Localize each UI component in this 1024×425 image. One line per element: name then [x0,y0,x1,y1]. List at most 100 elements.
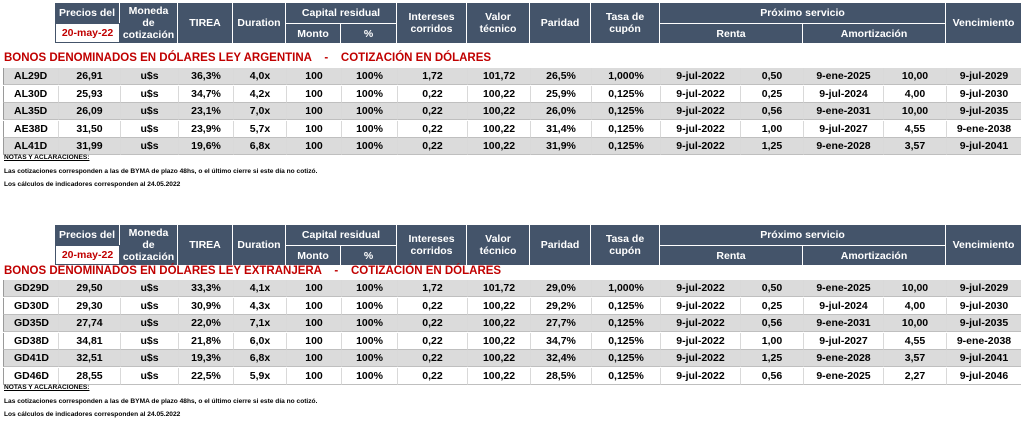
cell-duration: 5,7x [233,120,286,138]
cell-renta-monto: 1,25 [740,138,803,155]
table-row: AL29D 26,91 u$s 36,3% 4,0x 100 100% 1,72 101,72 2… [0,68,1021,85]
cell-precio: 26,09 [58,103,120,120]
note-calculos: Los cálculos de indicadores corresponden… [4,411,181,418]
cell-moneda: u$s [120,332,178,350]
cell-amort-fecha: 9-ene-2028 [803,138,883,155]
cell-monto: 100 [286,85,341,103]
cell-capital-pct: 100% [341,85,397,103]
cell-capital-pct: 100% [341,367,397,385]
header-pct: % [341,245,397,265]
header-intereses: Intereses corridos [397,3,467,43]
header-moneda: Moneda de cotización [120,3,178,43]
header-renta: Renta [660,23,803,43]
cell-renta-fecha: 9-jul-2022 [660,280,740,297]
cell-paridad: 29,0% [530,280,591,297]
cell-capital-pct: 100% [341,103,397,120]
cell-precio: 31,50 [58,120,120,138]
cell-valor-tecnico: 100,22 [467,138,530,155]
cell-tasa-cupon: 1,000% [591,68,660,85]
cell-capital-pct: 100% [341,120,397,138]
cell-vencimiento: 9-jul-2041 [946,350,1021,367]
cell-vencimiento: 9-jul-2029 [946,68,1021,85]
cell-precio: 28,55 [58,367,120,385]
cell-renta-monto: 0,56 [740,315,803,332]
cell-code: AL41D [3,138,58,155]
cell-amort-monto: 2,27 [883,367,946,385]
cell-valor-tecnico: 101,72 [467,280,530,297]
header-valor-tecnico: Valor técnico [467,3,530,43]
cell-monto: 100 [286,332,341,350]
cell-tasa-cupon: 0,125% [591,332,660,350]
cell-vencimiento: 9-jul-2029 [946,280,1021,297]
header-tasa-cupon: Tasa de cupón [591,3,660,43]
cell-intereses: 0,22 [397,120,467,138]
cell-renta-fecha: 9-jul-2022 [660,68,740,85]
cell-precio: 29,30 [58,297,120,315]
header-tirea: TIREA [178,225,233,265]
cell-paridad: 34,7% [530,332,591,350]
table-row: AL30D 25,93 u$s 34,7% 4,2x 100 100% 0,22 100,22 2… [0,85,1021,103]
cell-duration: 6,8x [233,138,286,155]
cell-amort-fecha: 9-jul-2027 [803,120,883,138]
cell-capital-pct: 100% [341,350,397,367]
cell-monto: 100 [286,280,341,297]
cell-tasa-cupon: 0,125% [591,297,660,315]
header-tirea: TIREA [178,3,233,43]
cell-moneda: u$s [120,138,178,155]
cell-renta-fecha: 9-jul-2022 [660,85,740,103]
cell-duration: 7,1x [233,315,286,332]
header-valor-tecnico: Valor técnico [467,225,530,265]
cell-monto: 100 [286,68,341,85]
cell-renta-monto: 0,25 [740,297,803,315]
header-amortizacion: Amortización [803,245,946,265]
header-precios-del: Precios del [55,3,120,23]
cell-amort-monto: 10,00 [883,68,946,85]
table-row: GD30D 29,30 u$s 30,9% 4,3x 100 100% 0,22 100,22 2… [0,297,1021,315]
table-row: AL41D 31,99 u$s 19,6% 6,8x 100 100% 0,22 100,22 3… [0,138,1021,155]
note-calculos: Los cálculos de indicadores corresponden… [4,181,181,188]
cell-moneda: u$s [120,120,178,138]
header-amortizacion: Amortización [803,23,946,43]
cell-vencimiento: 9-jul-2035 [946,315,1021,332]
cell-valor-tecnico: 100,22 [467,103,530,120]
header-duration: Duration [233,225,286,265]
cell-tirea: 33,3% [178,280,233,297]
cell-amort-monto: 10,00 [883,103,946,120]
cell-monto: 100 [286,315,341,332]
header-monto: Monto [286,23,341,43]
cell-duration: 4,3x [233,297,286,315]
cell-paridad: 26,0% [530,103,591,120]
header-precios-del: Precios del [55,225,120,245]
notes-block: NOTAS Y ACLARACIONES: Las cotizaciones c… [4,381,317,422]
notes-block: NOTAS Y ACLARACIONES: Las cotizaciones c… [4,151,317,192]
table-row: GD35D 27,74 u$s 22,0% 7,1x 100 100% 0,22 100,22 2… [0,315,1021,332]
cell-code: GD41D [3,350,58,367]
cell-monto: 100 [286,350,341,367]
cell-paridad: 28,5% [530,367,591,385]
cell-moneda: u$s [120,68,178,85]
cell-renta-fecha: 9-jul-2022 [660,138,740,155]
cell-intereses: 0,22 [397,138,467,155]
header-proximo-servicio: Próximo servicio [660,3,946,23]
cell-code: GD46D [3,367,58,385]
cell-duration: 7,0x [233,103,286,120]
cell-tirea: 22,5% [178,367,233,385]
cell-duration: 5,9x [233,367,286,385]
header-capital-residual: Capital residual [286,3,397,23]
table-header: Precios del 20-may-22 Moneda de cotizaci… [55,225,1021,265]
cell-amort-fecha: 9-ene-2025 [803,367,883,385]
table-row: GD41D 32,51 u$s 19,3% 6,8x 100 100% 0,22 100,22 3… [0,350,1021,367]
header-date: 20-may-22 [55,23,120,43]
cell-intereses: 0,22 [397,315,467,332]
cell-valor-tecnico: 101,72 [467,68,530,85]
cell-monto: 100 [286,367,341,385]
cell-renta-monto: 0,25 [740,85,803,103]
header-monto: Monto [286,245,341,265]
cell-code: AL30D [3,85,58,103]
cell-tasa-cupon: 0,125% [591,120,660,138]
table-row: GD38D 34,81 u$s 21,8% 6,0x 100 100% 0,22 100,22 3… [0,332,1021,350]
cell-tirea: 30,9% [178,297,233,315]
cell-valor-tecnico: 100,22 [467,297,530,315]
cell-duration: 4,0x [233,68,286,85]
cell-renta-monto: 0,56 [740,367,803,385]
